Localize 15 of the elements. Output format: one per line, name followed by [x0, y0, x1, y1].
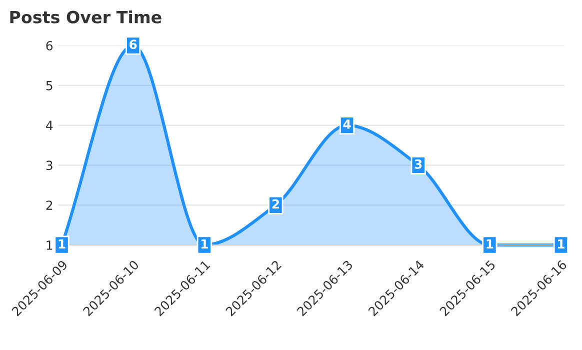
- y-tick-label: 5: [46, 81, 52, 90]
- data-label: 1: [201, 239, 208, 248]
- y-tick-label: 6: [46, 40, 53, 50]
- data-label: 2: [272, 199, 279, 209]
- y-tick-label: 2: [46, 200, 52, 210]
- chart-title: Posts Over Time: [10, 10, 162, 24]
- y-tick-label: 3: [46, 160, 52, 170]
- data-label: 1: [58, 239, 66, 248]
- y-tick-label: 4: [46, 120, 53, 130]
- data-label: 3: [414, 159, 422, 169]
- data-label: 1: [558, 239, 564, 248]
- data-label: 4: [343, 120, 351, 129]
- data-label: 6: [130, 40, 137, 50]
- data-label: 1: [486, 239, 494, 248]
- y-tick-label: 1: [46, 240, 52, 250]
